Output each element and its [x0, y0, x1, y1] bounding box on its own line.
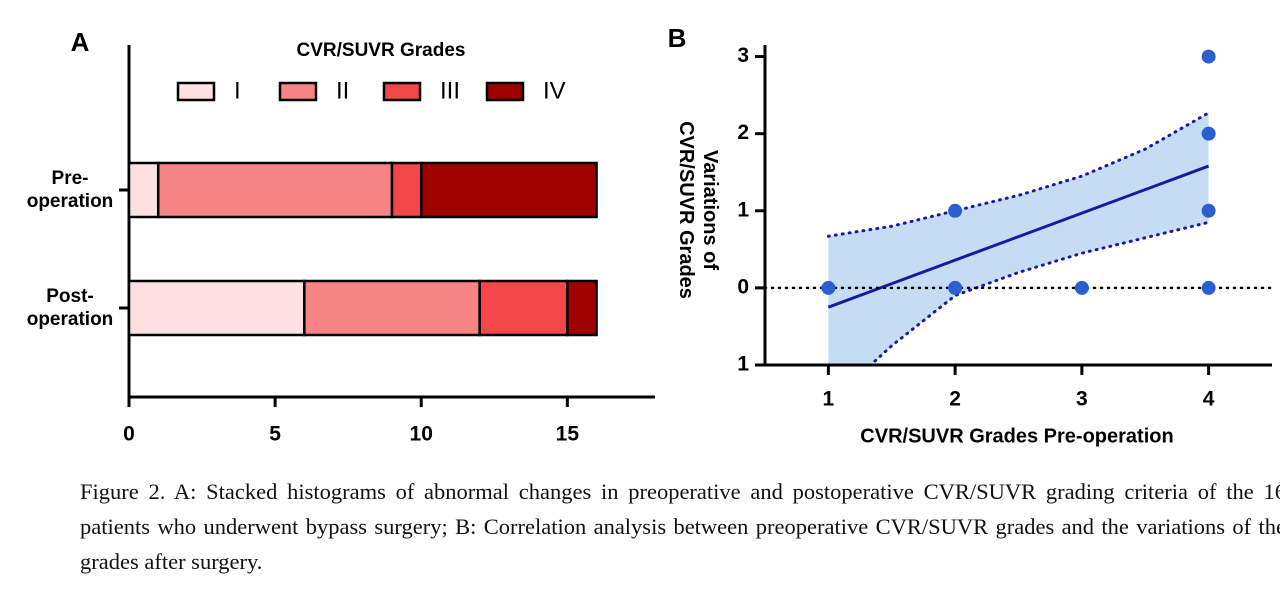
- y-tick-label: Post-operation: [27, 286, 114, 330]
- band-edge: [868, 220, 1211, 365]
- point: [948, 203, 963, 218]
- x-tick-label: 1: [823, 388, 835, 411]
- point: [1201, 280, 1216, 295]
- y-tick-label-line: Pre-: [52, 168, 89, 189]
- legend-swatch: [382, 81, 422, 102]
- y-tick-label: 0: [737, 275, 749, 298]
- panel-label: A: [71, 27, 90, 57]
- x-tick-label: 10: [410, 423, 433, 446]
- legend-swatch: [176, 81, 216, 102]
- point: [948, 280, 963, 295]
- point: [1201, 126, 1216, 141]
- y-axis-title-line: Variations of: [699, 150, 721, 270]
- point: [1201, 203, 1216, 218]
- legend-swatch: [278, 81, 318, 102]
- y-tick-label-line: operation: [27, 309, 114, 330]
- legend-title: CVR/SUVR Grades: [297, 40, 466, 61]
- legend-label: III: [440, 77, 460, 104]
- y-tick-label: 1: [737, 198, 749, 221]
- y-axis-title-line: CVR/SUVR Grades: [675, 121, 697, 299]
- x-axis-title: CVR/SUVR Grades Pre-operation: [860, 425, 1173, 447]
- caption: Figure 2. A: Stacked histograms of abnor…: [80, 479, 1280, 574]
- band-edge: [826, 111, 1211, 238]
- panel-label: B: [668, 23, 687, 53]
- x-tick-label: 4: [1203, 388, 1215, 411]
- x-tick-label: 15: [556, 423, 580, 446]
- y-tick-label: 3: [737, 44, 749, 67]
- point: [1074, 280, 1089, 295]
- y-tick-label-line: Post-: [46, 286, 94, 307]
- y-tick-label-line: operation: [27, 191, 114, 212]
- bar-segment: [127, 279, 306, 337]
- y-axis-title: Variations ofCVR/SUVR Grades: [675, 121, 721, 299]
- bar-segment: [303, 279, 481, 337]
- point: [821, 280, 836, 295]
- bar-segment: [127, 161, 160, 219]
- bar-segment: [156, 161, 394, 219]
- point: [1201, 49, 1216, 64]
- x-tick-label: 0: [123, 423, 135, 446]
- x-tick-label: 5: [269, 423, 281, 446]
- y-tick-label: 2: [737, 121, 749, 144]
- bar-segment: [566, 279, 598, 337]
- bar-segment: [419, 161, 598, 219]
- bar-segment: [478, 279, 569, 337]
- confidence-band: [828, 112, 1209, 365]
- legend-swatch: [485, 81, 525, 102]
- x-tick-label: 2: [949, 388, 961, 411]
- fit-line: [827, 164, 1210, 309]
- legend-label: IV: [543, 77, 566, 104]
- legend-label: II: [336, 77, 349, 104]
- plot-area: [826, 111, 1211, 365]
- y-tick-label: 1: [737, 353, 749, 376]
- x-tick-label: 3: [1076, 388, 1088, 411]
- bar-segment: [390, 161, 423, 219]
- legend-label: I: [234, 77, 241, 104]
- y-tick-label: Pre-operation: [27, 168, 114, 212]
